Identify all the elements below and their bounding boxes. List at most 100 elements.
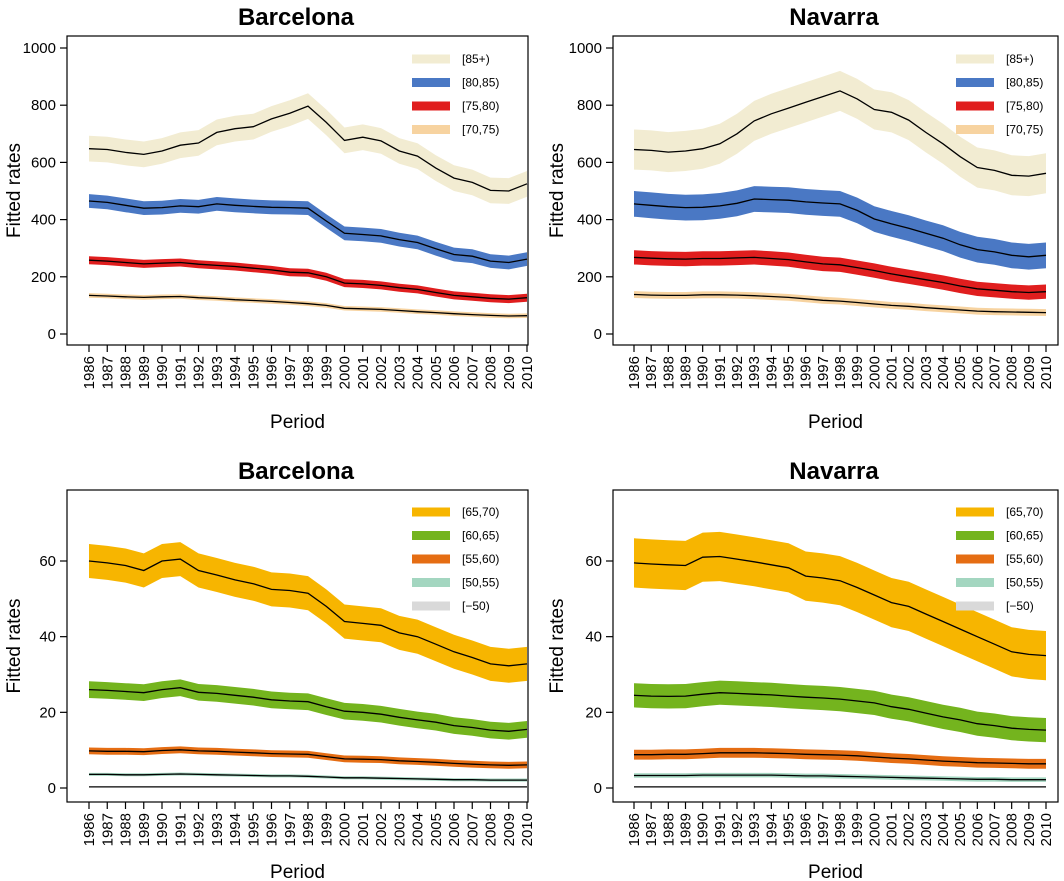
x-tick-label: 2002 [901, 356, 918, 389]
x-tick-label: 1997 [282, 356, 299, 389]
x-tick-label: 1989 [678, 356, 695, 389]
x-tick-label: 2005 [428, 356, 445, 389]
fitted-line [633, 256, 1047, 294]
confidence-band [89, 542, 527, 683]
x-tick-label: 1989 [136, 356, 153, 389]
x-tick-label: 1990 [695, 813, 712, 846]
x-tick-label: 1986 [81, 813, 98, 846]
x-tick-label: 1996 [264, 813, 281, 846]
legend-label: [65,70) [462, 505, 499, 519]
x-tick-label: 1986 [81, 356, 98, 389]
x-tick-label: 2004 [410, 356, 427, 389]
x-tick-label: 2006 [446, 356, 463, 389]
y-tick-label: 400 [31, 212, 56, 229]
fitted-line [634, 774, 1046, 781]
x-tick-label: 1993 [209, 356, 226, 389]
x-tick-label: 2002 [901, 813, 918, 846]
legend-label: [65,70) [1006, 505, 1043, 519]
x-tick-label: 1999 [318, 813, 335, 846]
legend-label: [55,60) [462, 552, 499, 566]
x-tick-label: 2001 [884, 356, 901, 389]
x-tick-label: 1988 [118, 813, 135, 846]
y-tick-label: 200 [31, 269, 56, 286]
confidence-band [89, 93, 527, 204]
x-tick-label: 1986 [626, 356, 643, 389]
x-tick-label: 1999 [849, 356, 866, 389]
y-tick-label: 1000 [569, 40, 602, 57]
legend-label: [50,55) [462, 576, 499, 590]
x-tick-label: 2008 [1004, 356, 1021, 389]
panel-title: Barcelona [238, 4, 355, 31]
confidence-band [634, 680, 1046, 743]
x-tick-label: 1990 [154, 356, 171, 389]
x-axis-label: Period [270, 412, 325, 433]
x-tick-label: 2000 [866, 813, 883, 846]
legend-label: [85+) [1006, 52, 1034, 66]
x-tick-label: 1994 [763, 813, 780, 846]
legend-label: [75,80) [462, 99, 499, 113]
fitted-line [88, 558, 528, 667]
x-tick-label: 2000 [337, 356, 354, 389]
plot-frame [612, 35, 1059, 346]
y-tick-label: 800 [577, 97, 602, 114]
x-tick-label: 2006 [969, 813, 986, 846]
fitted-line [89, 773, 527, 781]
x-tick-label: 1995 [245, 813, 262, 846]
y-tick-label: 0 [594, 326, 602, 343]
y-axis-label: Fitted rates [547, 598, 568, 693]
y-tick-label: 200 [577, 269, 602, 286]
x-tick-label: 1987 [99, 356, 116, 389]
x-tick-label: 2005 [952, 356, 969, 389]
confidence-band [634, 250, 1046, 300]
x-tick-label: 1987 [99, 813, 116, 846]
fitted-line [633, 90, 1047, 177]
fitted-line [634, 752, 1046, 765]
plot-frame [66, 35, 529, 346]
y-tick-label: 60 [585, 553, 602, 570]
x-tick-label: 2009 [1021, 356, 1038, 389]
legend-label: [70,75) [462, 123, 499, 137]
x-tick-label: 2001 [355, 356, 372, 389]
x-tick-label: 1997 [815, 356, 832, 389]
x-tick-label: 1992 [191, 356, 208, 389]
x-tick-label: 2000 [866, 356, 883, 389]
x-tick-label: 1997 [282, 813, 299, 846]
fitted-line [633, 692, 1047, 731]
x-tick-label: 1997 [815, 813, 832, 846]
confidence-band [634, 291, 1046, 316]
panel-title: Barcelona [238, 458, 355, 485]
x-tick-label: 2008 [483, 813, 500, 846]
legend-label: [80,85) [1006, 76, 1043, 90]
x-tick-label: 1996 [798, 813, 815, 846]
x-tick-label: 2010 [1038, 813, 1055, 846]
confidence-band [89, 256, 527, 304]
y-tick-label: 20 [585, 704, 602, 721]
y-tick-label: 600 [31, 154, 56, 171]
y-tick-label: 20 [39, 704, 56, 721]
x-tick-label: 1995 [781, 813, 798, 846]
x-tick-label: 2002 [373, 813, 390, 846]
legend-label: [70,75) [1006, 123, 1043, 137]
y-tick-label: 800 [31, 97, 56, 114]
x-tick-label: 2009 [1021, 813, 1038, 846]
x-tick-label: 1994 [227, 356, 244, 389]
fitted-line [88, 200, 528, 264]
x-tick-label: 2001 [355, 813, 372, 846]
x-tick-label: 1987 [643, 356, 660, 389]
x-tick-label: 1994 [763, 356, 780, 389]
x-tick-label: 1992 [729, 356, 746, 389]
x-tick-label: 1988 [660, 813, 677, 846]
x-tick-label: 2001 [884, 813, 901, 846]
x-tick-label: 2010 [1038, 356, 1055, 389]
legend-label: [85+) [462, 52, 490, 66]
x-tick-label: 1991 [712, 356, 729, 389]
panel-title: Navarra [789, 458, 879, 485]
x-tick-label: 2004 [935, 813, 952, 846]
y-tick-label: 0 [48, 780, 56, 797]
y-tick-label: 60 [39, 553, 56, 570]
x-tick-label: 1993 [746, 813, 763, 846]
y-tick-label: 1000 [23, 40, 56, 57]
x-tick-label: 1987 [643, 813, 660, 846]
